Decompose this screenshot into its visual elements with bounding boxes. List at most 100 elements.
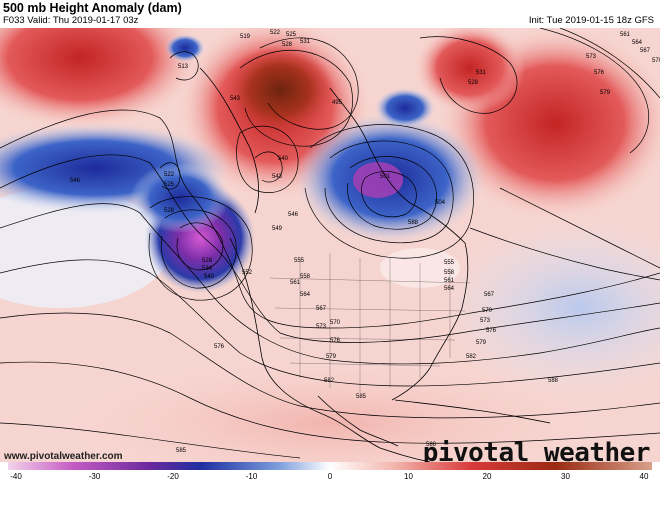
coastlines	[199, 67, 551, 462]
state-grid	[269, 253, 471, 393]
contour-value-label: 579	[326, 354, 337, 360]
colorbar-tick-label: 10	[404, 472, 413, 481]
contour-line	[236, 125, 299, 193]
contour-value-label: 586	[426, 442, 437, 448]
contour-value-label: 534	[202, 266, 213, 272]
colorbar-strip	[8, 462, 652, 470]
contour-line	[160, 209, 237, 289]
contour-value-label: 522	[164, 172, 175, 178]
contour-value-label: 531	[300, 39, 311, 45]
map-header: 500 mb Height Anomaly (dam) F033 Valid: …	[0, 0, 660, 28]
contour-value-label: 573	[316, 324, 327, 330]
contour-value-label: 540	[278, 156, 289, 162]
contour-value-label: 579	[476, 340, 487, 346]
contour-line	[347, 156, 437, 230]
contour-line	[324, 140, 454, 244]
pacific-neutral-shading	[0, 188, 170, 308]
contour-value-label: 528	[202, 258, 213, 264]
contour-line	[0, 203, 660, 365]
contour-value-label: 504	[435, 200, 446, 206]
alaska-ridge-core	[225, 45, 335, 135]
contour-line	[304, 124, 474, 259]
website-watermark: www.pivotalweather.com	[4, 451, 123, 462]
contour-value-label: 561	[444, 278, 455, 284]
contour-line	[0, 422, 301, 459]
contour-value-label: 543	[230, 96, 241, 102]
contour-line	[419, 36, 518, 114]
contour-value-label: 528	[164, 208, 175, 214]
height-contours	[0, 28, 660, 459]
contour-value-label: 576	[594, 70, 605, 76]
contour-value-label: 561	[290, 280, 301, 286]
contour-value-label: 540	[204, 274, 215, 280]
contour-value-label: 564	[632, 40, 643, 46]
contour-value-label: 525	[286, 32, 297, 38]
map-title: 500 mb Height Anomaly (dam)	[3, 1, 182, 15]
contour-value-label: 525	[164, 182, 175, 188]
arctic-low	[375, 88, 435, 128]
contour-value-label: 567	[640, 48, 651, 54]
contour-value-label: 582	[466, 354, 477, 360]
contour-value-label: 549	[272, 226, 283, 232]
contour-value-label: 501	[380, 174, 391, 180]
colorbar-fill	[8, 462, 652, 470]
east-coast-outline	[329, 87, 469, 401]
west-coast-outline	[229, 237, 431, 462]
alaska-coast-outline	[199, 67, 259, 214]
contour-value-label: 564	[300, 292, 311, 298]
contour-value-label: 576	[214, 344, 225, 350]
contour-value-label: 567	[316, 306, 327, 312]
contour-line	[148, 196, 253, 301]
hudson-bay-low-core	[353, 162, 403, 198]
contour-value-label: 546	[288, 212, 299, 218]
contour-line	[0, 361, 660, 444]
colorbar-tick-label: 0	[327, 472, 333, 481]
state-borders	[269, 253, 471, 393]
anomaly-map: 519 522 525 528 531 513 543 495 501 504 531 528 561 5…	[0, 28, 660, 462]
north-pacific-ridge	[0, 28, 200, 128]
contour-value-label: 558	[300, 274, 311, 280]
colorbar-tick-label: 40	[639, 472, 649, 481]
contour-value-label: 567	[484, 292, 495, 298]
colorbar-tick-label: -10	[245, 472, 258, 481]
contour-value-label: 555	[444, 260, 455, 266]
contour-value-label: 588	[548, 378, 559, 384]
contour-value-label: 552	[242, 270, 253, 276]
contour-value-label: 495	[332, 100, 343, 106]
contour-line	[259, 37, 359, 130]
contour-value-label: 564	[444, 286, 455, 292]
contour-line	[176, 222, 224, 271]
colorbar-tick-label: -20	[167, 472, 179, 481]
contour-value-label: 573	[480, 318, 491, 324]
contour-value-label: 528	[282, 42, 293, 48]
caribbean-outline	[394, 399, 551, 424]
contour-line	[0, 259, 660, 387]
colorbar: -40 -30 -20 -10 0 10 20 30 40	[0, 462, 660, 510]
atlantic-trough-shading	[440, 218, 660, 398]
contour-value-label: 570	[482, 308, 493, 314]
contour-value-label: 546	[70, 178, 81, 184]
contour-value-label: 573	[586, 54, 597, 60]
contour-value-label: 579	[600, 90, 611, 96]
gulf-coast-outline	[317, 395, 399, 447]
contour-value-label: 588	[408, 220, 419, 226]
bering-low	[165, 34, 205, 62]
contour-value-label: 513	[178, 64, 189, 70]
colorbar-tick-label: 20	[482, 472, 492, 481]
contour-value-label: 561	[620, 32, 631, 38]
pacific-low-extension	[130, 163, 230, 233]
contour-value-label: 543	[272, 174, 283, 180]
contour-line	[0, 109, 660, 329]
contour-value-label: 585	[356, 394, 367, 400]
contour-line	[559, 28, 660, 99]
contour-value-label: 555	[294, 258, 305, 264]
colorbar-tick-label: -40	[10, 472, 22, 481]
contour-line	[239, 49, 353, 147]
colorbar-tick-label: -30	[88, 472, 101, 481]
contour-value-label: 570	[330, 320, 341, 326]
valid-time: F033 Valid: Thu 2019-01-17 03z	[3, 15, 139, 26]
contour-value-label: 528	[468, 80, 479, 86]
contour-line	[0, 154, 660, 343]
